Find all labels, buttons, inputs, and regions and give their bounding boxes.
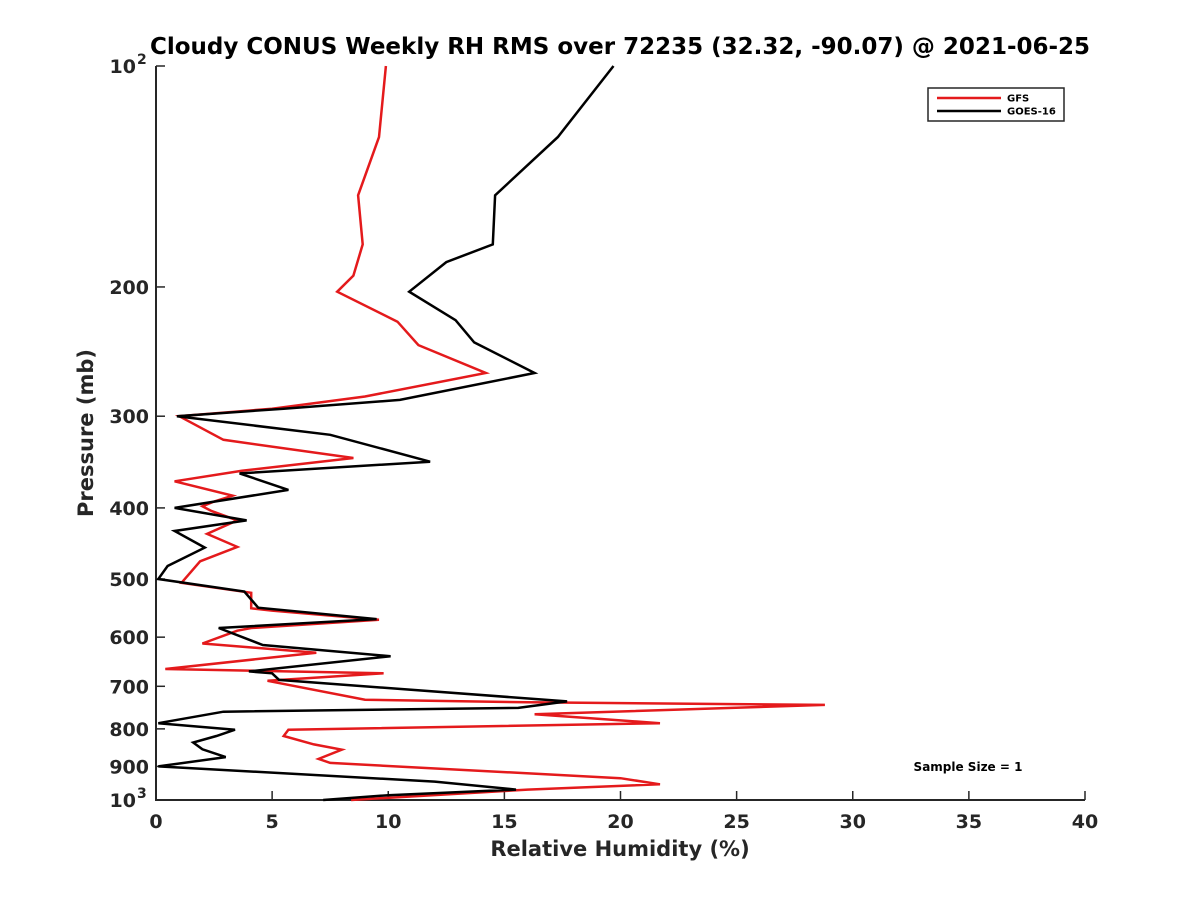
y-tick-label-base: 10 <box>110 56 136 78</box>
legend-label: GFS <box>1007 94 1029 105</box>
x-tick-label: 10 <box>375 811 401 833</box>
legend: GFS GOES-16 <box>927 87 1065 122</box>
y-tick-label-exponent: 3 <box>137 786 147 802</box>
y-tick-label: 200 <box>109 277 149 299</box>
y-tick-label: 600 <box>109 627 149 649</box>
series-line-goes-16 <box>156 65 615 802</box>
y-tick-label-exponent: 2 <box>137 52 147 68</box>
axes-frame <box>155 66 1085 801</box>
series-line-gfs <box>165 65 825 802</box>
x-tick-label: 20 <box>607 811 633 833</box>
x-tick-label: 35 <box>956 811 982 833</box>
y-tick-label: 400 <box>109 498 149 520</box>
plot-area: 0 5 10 15 20 25 30 35 40 10 220030040050060070080… <box>109 52 1098 833</box>
legend-label: GOES-16 <box>1007 107 1056 118</box>
y-axis-label: Pressure (mb) <box>74 349 98 517</box>
y-tick-label: 800 <box>109 719 149 741</box>
x-tick-label: 40 <box>1072 811 1098 833</box>
series-layer <box>156 65 825 802</box>
y-tick-label: 900 <box>109 756 149 778</box>
x-tick-label: 5 <box>266 811 279 833</box>
x-axis: 0 5 10 15 20 25 30 35 40 <box>149 791 1098 833</box>
x-axis-label: Relative Humidity (%) <box>490 837 749 861</box>
y-tick-label-base: 10 <box>110 790 136 812</box>
x-tick-label: 15 <box>491 811 517 833</box>
x-tick-label: 0 <box>149 811 162 833</box>
y-tick-label: 500 <box>109 569 149 591</box>
chart-title: Cloudy CONUS Weekly RH RMS over 72235 (3… <box>150 34 1090 60</box>
x-tick-label: 30 <box>840 811 866 833</box>
y-tick-label: 300 <box>109 406 149 428</box>
sample-size-annotation: Sample Size = 1 <box>914 760 1023 774</box>
legend-box <box>927 87 1065 122</box>
y-tick-label: 700 <box>109 676 149 698</box>
x-tick-label: 25 <box>723 811 749 833</box>
